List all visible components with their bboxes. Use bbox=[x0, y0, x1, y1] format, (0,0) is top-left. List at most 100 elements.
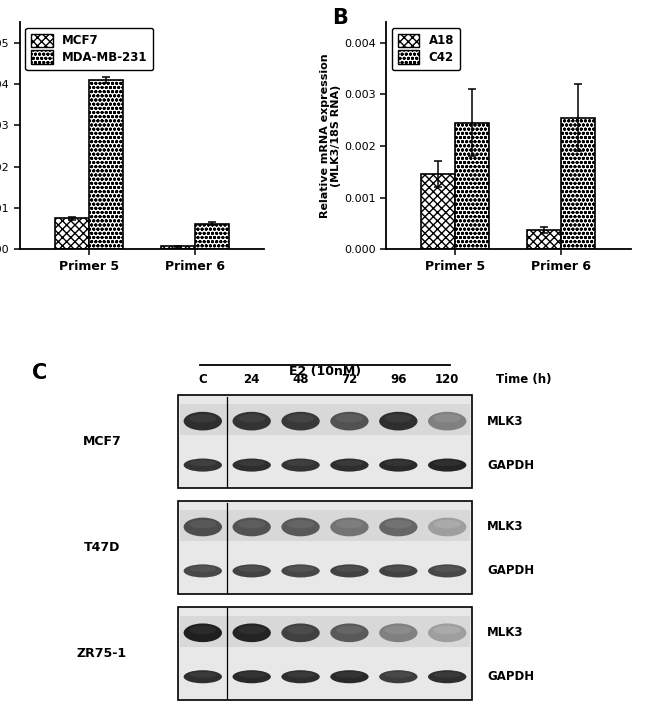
FancyBboxPatch shape bbox=[179, 616, 471, 647]
Ellipse shape bbox=[189, 414, 216, 422]
Ellipse shape bbox=[238, 566, 265, 572]
Ellipse shape bbox=[287, 460, 314, 466]
Ellipse shape bbox=[330, 411, 369, 430]
Ellipse shape bbox=[189, 460, 216, 466]
Ellipse shape bbox=[183, 518, 222, 537]
FancyBboxPatch shape bbox=[178, 606, 472, 700]
Text: 72: 72 bbox=[341, 372, 358, 385]
Ellipse shape bbox=[379, 518, 417, 537]
Text: MLK3: MLK3 bbox=[487, 414, 523, 427]
Text: C: C bbox=[198, 372, 207, 385]
Bar bbox=[421, 174, 455, 249]
Ellipse shape bbox=[189, 520, 216, 529]
Text: 24: 24 bbox=[244, 372, 260, 385]
Ellipse shape bbox=[385, 460, 412, 466]
Ellipse shape bbox=[428, 411, 467, 430]
Ellipse shape bbox=[428, 670, 467, 683]
Ellipse shape bbox=[434, 672, 461, 678]
Ellipse shape bbox=[385, 520, 412, 529]
Text: MLK3: MLK3 bbox=[487, 626, 523, 639]
Ellipse shape bbox=[233, 564, 271, 577]
Legend: A18, C42: A18, C42 bbox=[392, 28, 460, 70]
Ellipse shape bbox=[287, 566, 314, 572]
Ellipse shape bbox=[385, 672, 412, 678]
Ellipse shape bbox=[233, 518, 271, 537]
Text: GAPDH: GAPDH bbox=[487, 670, 534, 683]
Ellipse shape bbox=[428, 518, 467, 537]
Ellipse shape bbox=[336, 460, 363, 466]
Ellipse shape bbox=[428, 459, 467, 472]
Ellipse shape bbox=[330, 518, 369, 537]
Ellipse shape bbox=[385, 566, 412, 572]
Bar bbox=[161, 246, 195, 249]
Ellipse shape bbox=[287, 520, 314, 529]
Text: B: B bbox=[332, 8, 348, 28]
Ellipse shape bbox=[330, 459, 369, 472]
Ellipse shape bbox=[238, 626, 265, 634]
Text: 96: 96 bbox=[390, 372, 406, 385]
FancyBboxPatch shape bbox=[179, 404, 471, 435]
FancyBboxPatch shape bbox=[178, 501, 472, 594]
Ellipse shape bbox=[183, 564, 222, 577]
Text: GAPDH: GAPDH bbox=[487, 564, 534, 577]
Ellipse shape bbox=[238, 520, 265, 529]
Ellipse shape bbox=[336, 520, 363, 529]
Text: T47D: T47D bbox=[84, 541, 120, 554]
Ellipse shape bbox=[336, 414, 363, 422]
Ellipse shape bbox=[238, 460, 265, 466]
Bar bbox=[527, 230, 562, 249]
Ellipse shape bbox=[281, 459, 320, 472]
Text: GAPDH: GAPDH bbox=[487, 459, 534, 472]
Ellipse shape bbox=[183, 459, 222, 472]
Ellipse shape bbox=[330, 564, 369, 577]
Ellipse shape bbox=[183, 624, 222, 642]
Text: C: C bbox=[32, 364, 47, 383]
Y-axis label: Relative mRNA expression
(MLK3/18S RNA): Relative mRNA expression (MLK3/18S RNA) bbox=[320, 53, 341, 218]
Ellipse shape bbox=[233, 459, 271, 472]
Text: Time (h): Time (h) bbox=[496, 372, 552, 385]
Ellipse shape bbox=[434, 414, 461, 422]
Ellipse shape bbox=[336, 672, 363, 678]
Ellipse shape bbox=[434, 566, 461, 572]
Bar bbox=[195, 224, 229, 249]
Ellipse shape bbox=[330, 670, 369, 683]
Ellipse shape bbox=[281, 518, 320, 537]
Text: MCF7: MCF7 bbox=[83, 435, 122, 449]
Bar bbox=[455, 123, 489, 249]
Ellipse shape bbox=[434, 626, 461, 634]
FancyBboxPatch shape bbox=[178, 395, 472, 489]
Ellipse shape bbox=[233, 411, 271, 430]
Ellipse shape bbox=[336, 626, 363, 634]
Ellipse shape bbox=[379, 670, 417, 683]
Ellipse shape bbox=[330, 624, 369, 642]
Ellipse shape bbox=[189, 626, 216, 634]
Text: 48: 48 bbox=[292, 372, 309, 385]
Ellipse shape bbox=[336, 566, 363, 572]
Ellipse shape bbox=[287, 626, 314, 634]
Ellipse shape bbox=[233, 624, 271, 642]
Ellipse shape bbox=[385, 626, 412, 634]
Ellipse shape bbox=[434, 520, 461, 529]
Ellipse shape bbox=[189, 566, 216, 572]
Ellipse shape bbox=[379, 564, 417, 577]
Text: E2 (10nM): E2 (10nM) bbox=[289, 365, 361, 378]
Ellipse shape bbox=[379, 411, 417, 430]
Ellipse shape bbox=[281, 624, 320, 642]
Ellipse shape bbox=[287, 414, 314, 422]
Ellipse shape bbox=[379, 624, 417, 642]
Ellipse shape bbox=[183, 670, 222, 683]
Ellipse shape bbox=[281, 411, 320, 430]
Ellipse shape bbox=[379, 459, 417, 472]
Ellipse shape bbox=[238, 414, 265, 422]
Ellipse shape bbox=[428, 624, 467, 642]
Ellipse shape bbox=[434, 460, 461, 466]
Ellipse shape bbox=[287, 672, 314, 678]
Ellipse shape bbox=[183, 411, 222, 430]
Text: ZR75-1: ZR75-1 bbox=[77, 647, 127, 660]
Bar bbox=[562, 118, 595, 249]
Bar bbox=[88, 80, 123, 249]
Ellipse shape bbox=[385, 414, 412, 422]
Ellipse shape bbox=[238, 672, 265, 678]
Text: MLK3: MLK3 bbox=[487, 521, 523, 534]
Ellipse shape bbox=[281, 670, 320, 683]
